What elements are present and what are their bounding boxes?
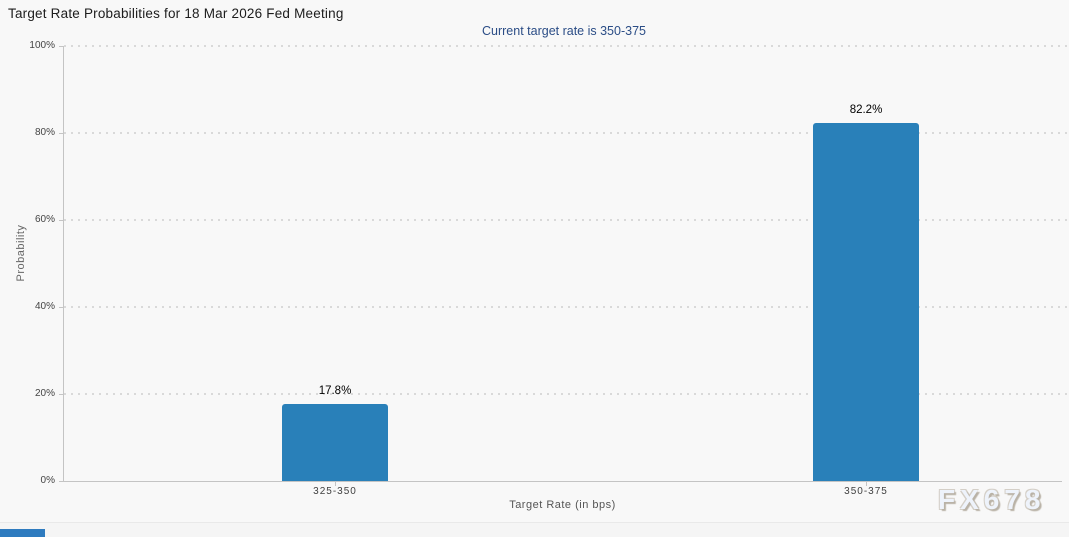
fx678-watermark: FX678 [938,484,1046,515]
y-tick-mark [59,394,63,395]
x-category-label: 350-375 [844,486,888,497]
y-tick-mark [59,481,63,482]
y-tick-label: 40% [34,301,55,312]
x-tick-mark [866,481,867,486]
y-tick-mark [59,220,63,221]
probability-bar-350-375[interactable] [813,123,919,481]
gridline-60% [64,219,1069,221]
probability-bar-325-350[interactable] [282,404,388,481]
y-tick-label: 60% [34,214,55,225]
bottom-band [0,522,1069,537]
chart-subtitle: Current target rate is 350-375 [482,24,646,38]
gridline-20% [64,393,1069,395]
x-axis-line [63,481,1062,482]
y-tick-label: 100% [29,40,55,51]
chart-title: Target Rate Probabilities for 18 Mar 202… [8,6,344,21]
y-tick-label: 0% [40,475,55,486]
y-tick-mark [59,46,63,47]
bottom-left-blue-strip [0,529,45,537]
y-axis-title: Probability [15,224,27,282]
x-tick-mark [335,481,336,486]
bar-value-label: 82.2% [849,104,883,116]
y-tick-mark [59,307,63,308]
y-tick-label: 80% [34,127,55,138]
gridline-100% [64,45,1069,47]
x-axis-title: Target Rate (in bps) [509,499,616,511]
gridline-80% [64,132,1069,134]
x-category-label: 325-350 [313,486,357,497]
gridline-40% [64,306,1069,308]
y-tick-mark [59,133,63,134]
y-axis-line [63,46,64,481]
bar-value-label: 17.8% [318,385,352,397]
y-tick-label: 20% [34,388,55,399]
